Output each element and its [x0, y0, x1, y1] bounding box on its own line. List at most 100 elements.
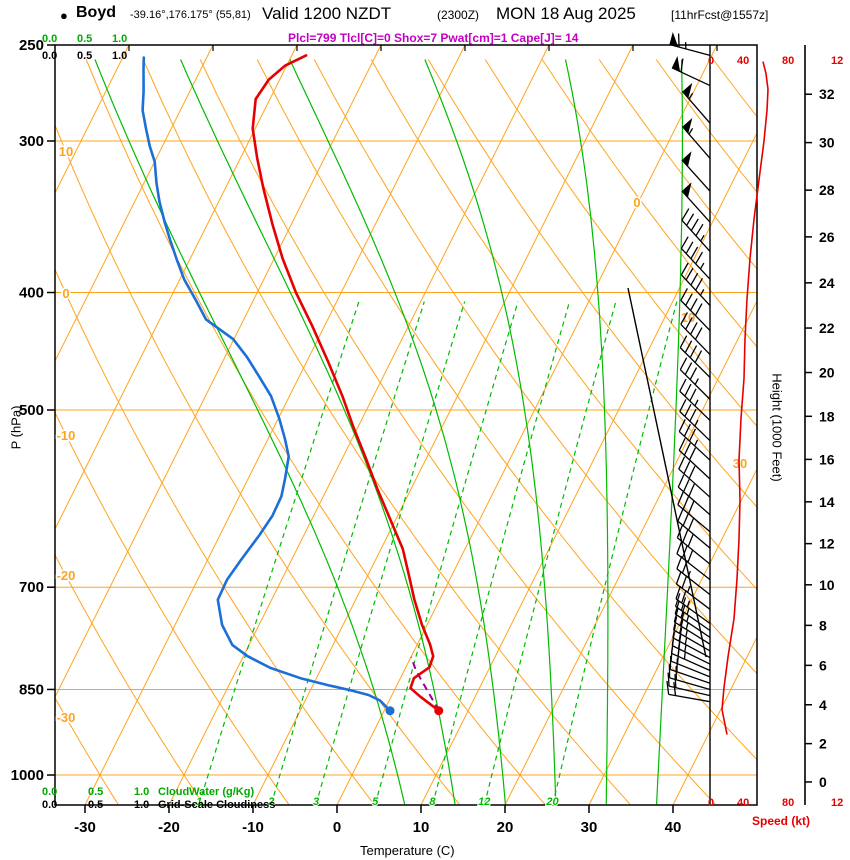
height-tick-label: 2 — [819, 736, 827, 752]
barb-half — [685, 622, 689, 630]
height-tick-label: 10 — [819, 577, 835, 593]
dry-adiabat-label: 0 — [62, 286, 69, 301]
speed-tick-bottom-120: 12 — [831, 797, 844, 809]
mixing-ratio-line — [432, 301, 571, 805]
mixing-ratio-label: 1 — [196, 796, 202, 808]
height-tick-label: 14 — [819, 494, 835, 510]
moist-adiabat-line — [424, 59, 557, 805]
barb-full — [686, 213, 695, 226]
wind-barb — [675, 571, 711, 610]
temperature-tick-label: 20 — [497, 819, 514, 836]
wind-barb — [666, 680, 711, 703]
wind-barb — [679, 335, 711, 378]
isotherm-line — [168, 45, 550, 805]
isotherm-line — [55, 45, 130, 195]
isotherm-label: 0 — [633, 195, 640, 210]
barb-full — [687, 549, 694, 563]
barb-full — [685, 241, 694, 254]
barb-full — [674, 674, 677, 688]
cloudiness-axis-title: Grid-Scale Cloudiness — [158, 799, 276, 811]
dry-adiabat-line — [598, 59, 757, 270]
wind-speed-curve — [721, 61, 769, 735]
height-tick-label: 28 — [819, 182, 835, 198]
barb-full — [675, 585, 682, 600]
barb-full — [689, 345, 698, 358]
barb-half — [700, 234, 705, 242]
wind-barb — [677, 474, 711, 516]
dry-adiabat-line — [484, 59, 757, 427]
height-tick-label: 4 — [819, 697, 827, 713]
barb-full — [666, 680, 670, 695]
wind-barb — [678, 456, 711, 498]
barb-full — [676, 524, 684, 538]
isotherm-label: 30 — [733, 456, 747, 471]
isotherm-line — [420, 131, 757, 805]
cloudwater-scale-top-1: 0.5 — [77, 33, 93, 45]
dry-adiabat-line — [256, 59, 757, 761]
barb-full — [680, 58, 684, 73]
orange-grid — [55, 45, 757, 805]
barb-half — [685, 630, 688, 638]
barb-half — [687, 570, 691, 578]
station-name: Boyd — [76, 4, 116, 21]
barb-full — [684, 340, 693, 353]
barb-full — [682, 512, 690, 526]
barb-full — [681, 560, 688, 574]
barb-full — [681, 589, 687, 604]
wind-barb — [667, 672, 711, 697]
barb-full — [683, 442, 691, 456]
temperature-axis-title: Temperature (C) — [360, 843, 455, 858]
dry-adiabat-line — [142, 59, 631, 805]
cloudiness-scale-bottom-0: 0.0 — [42, 799, 58, 811]
wind-barb — [681, 82, 711, 124]
barb-full — [689, 322, 698, 335]
valid-date-label: MON 18 Aug 2025 — [496, 4, 636, 23]
pressure-axis-title: P (hPa) — [8, 405, 24, 450]
wind-barb — [681, 208, 711, 252]
mixing-ratio-line — [270, 301, 425, 805]
mixing-ratio-label: 20 — [545, 796, 559, 808]
parcel-path — [410, 656, 440, 712]
green-grid — [94, 59, 683, 805]
cloudwater-scale-top-0: 0.0 — [42, 33, 58, 45]
barb-full — [682, 529, 689, 543]
barb-full — [679, 357, 688, 370]
barb-half — [694, 399, 699, 407]
temperature-tick-label: 30 — [581, 819, 598, 836]
pressure-tick-label: 400 — [19, 285, 44, 302]
barb-full — [680, 288, 688, 301]
barb-full — [679, 335, 688, 349]
speed-tick-bottom-80: 80 — [782, 797, 795, 809]
barb-full — [677, 474, 685, 488]
barb-full — [667, 672, 670, 687]
barb-full — [687, 500, 695, 514]
dry-adiabat-line — [55, 123, 460, 805]
cloudiness-scale-top-2: 1.0 — [112, 50, 128, 62]
barb-full — [695, 223, 704, 237]
height-tick-label: 32 — [819, 86, 835, 102]
barb-half — [688, 92, 694, 100]
barb-full — [690, 246, 699, 260]
sounding-profiles — [141, 54, 444, 716]
isotherm-line — [55, 45, 298, 531]
moist-adiabat-line — [564, 59, 609, 805]
barb-flag — [681, 151, 692, 167]
barb-full — [695, 251, 704, 265]
isotherm-line — [252, 45, 634, 805]
barb-full — [682, 479, 690, 493]
speed-axis-title: Speed (kt) — [752, 814, 811, 828]
barb-full — [672, 616, 678, 631]
wind-barb — [679, 399, 711, 442]
station-coordinates: -39.16°,176.175° (55,81) — [130, 9, 251, 21]
surface-temperature-dot — [434, 706, 444, 716]
wind-barb — [681, 182, 711, 223]
cloudwater-scale-top-2: 1.0 — [112, 33, 128, 45]
dry-adiabat-label: -20 — [57, 568, 76, 583]
barb-full — [677, 508, 684, 522]
barb-flag — [681, 182, 692, 198]
barb-full — [688, 428, 697, 442]
barb-full — [672, 624, 677, 638]
height-tick-label: 6 — [819, 657, 827, 673]
